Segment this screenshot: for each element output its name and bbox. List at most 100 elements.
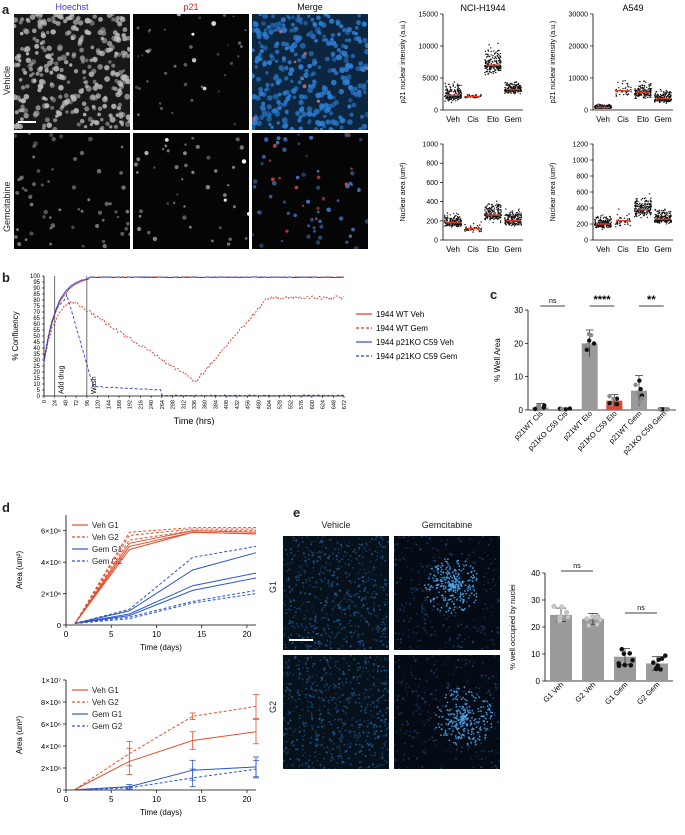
data-point (607, 394, 612, 399)
bar (581, 343, 598, 410)
data-point (584, 347, 589, 352)
y-tick-label: 4×10⁶ (41, 558, 61, 567)
micrograph-gem-p21 (133, 133, 249, 249)
x-tick-label: 20 (242, 795, 251, 804)
x-tick-label: 0 (64, 630, 69, 639)
nuclei-texture (146, 14, 217, 91)
y-axis-label: % well occupied by nuclei (508, 584, 517, 670)
row-label-gemcitabine: Gemcitabine (2, 181, 12, 232)
x-tick-label: Gem (504, 245, 522, 254)
legend-label: Veh G1 (92, 686, 119, 695)
y-tick-label: 70 (33, 310, 40, 316)
col-label-vehicle: Vehicle (321, 520, 351, 530)
y-tick-label: 5 (37, 388, 41, 394)
x-tick-label: 20 (242, 630, 251, 639)
data-point (611, 396, 616, 402)
nuclei-texture (14, 133, 130, 249)
y-tick-label: 15000 (419, 12, 439, 19)
data-point (616, 661, 621, 666)
y-tick-label: 20 (531, 623, 540, 632)
data-point (639, 396, 645, 401)
replicate-line (74, 589, 257, 624)
micrograph-e-g1-gem (394, 536, 500, 650)
dot-cloud (634, 193, 652, 219)
x-tick-label: 312 (181, 400, 187, 409)
replicate-line (74, 530, 256, 624)
chart-title: NCI-H1944 (460, 3, 505, 13)
x-tick-label: 48 (63, 400, 69, 406)
sig-label: ns (637, 605, 645, 612)
x-tick-label: Cis (617, 115, 629, 124)
y-axis-label: p21 nuclear intensity (a.u.) (550, 21, 557, 104)
y-tick-label: 90 (33, 286, 40, 292)
x-tick-label: 552 (288, 400, 294, 409)
data-point (586, 622, 592, 628)
sig-label: ns (549, 298, 557, 305)
x-axis-label: Time (days) (140, 808, 182, 817)
micrograph-vehicle-hoechst (14, 14, 130, 130)
y-tick-label: 0 (37, 394, 41, 400)
data-point (614, 396, 620, 401)
y-tick-label: 10 (33, 382, 40, 388)
y-tick-label: 65 (33, 316, 40, 322)
data-point (589, 614, 595, 620)
nuclei-texture (252, 29, 368, 121)
y-tick-label: 15 (33, 376, 40, 382)
y-tick-label: 6×10⁶ (41, 527, 61, 536)
y-tick-label: 800 (426, 161, 438, 168)
x-tick-label: 192 (128, 400, 134, 409)
x-tick-label: 10 (152, 630, 161, 639)
legend-label: 1944 p21KO C59 Gem (376, 352, 458, 361)
y-tick-label: 0 (584, 238, 588, 245)
x-tick-label: 384 (213, 400, 219, 409)
data-point (564, 609, 570, 615)
data-point (586, 331, 592, 337)
x-tick-label: Gem (654, 115, 672, 124)
y-tick-label: 0 (536, 677, 541, 686)
y-tick-label: 45 (33, 340, 40, 346)
dot-cloud (653, 208, 672, 225)
y-tick-label: 30 (531, 596, 540, 605)
micrograph-e-g2-gem (394, 655, 500, 769)
replicate-line (74, 530, 257, 624)
panel-label-d: d (2, 500, 10, 515)
x-tick-label: Cis (467, 115, 479, 124)
y-tick-label: 20 (514, 339, 523, 348)
y-tick-label: 1000 (572, 158, 588, 165)
x-tick-label: 336 (192, 400, 198, 409)
panel-label-c: c (490, 287, 498, 302)
y-tick-label: 0 (584, 108, 588, 115)
series-ko-veh (43, 276, 345, 363)
data-point (536, 403, 541, 408)
nuclei-texture (133, 136, 248, 246)
y-tick-label: 0 (57, 621, 61, 630)
y-tick-label: 95 (33, 280, 40, 286)
x-tick-label: Veh (596, 115, 610, 124)
replicate-line (74, 552, 257, 624)
data-point (594, 621, 600, 627)
x-tick-label: 408 (224, 400, 230, 409)
y-axis-label: % Well Area (493, 338, 502, 382)
y-tick-label: 30 (33, 358, 40, 364)
micrograph-vehicle-p21 (133, 14, 249, 130)
data-point (621, 651, 627, 656)
y-tick-label: 200 (576, 222, 588, 229)
nuclei-texture (252, 14, 368, 130)
y-tick-label: 40 (33, 346, 40, 352)
data-point (565, 614, 571, 620)
dot-cloud (483, 42, 502, 76)
micrograph-vehicle-merge (252, 14, 368, 130)
chart-a-h1944-area: 0 200 400 600 800 1000 Nuclear area (um²) Veh Ci… (400, 142, 523, 254)
series-wt-veh (43, 276, 345, 363)
x-tick-label: 144 (106, 400, 112, 409)
row-label-g2: G2 (268, 700, 278, 713)
y-tick-label: 2×10⁶ (41, 764, 61, 773)
data-point (659, 656, 665, 661)
y-tick-label: 60 (33, 322, 40, 328)
dot-cloud (614, 208, 632, 228)
panel-label-e: e (293, 505, 301, 520)
y-tick-label: 0 (434, 238, 438, 245)
data-point (595, 614, 601, 620)
bar (582, 618, 604, 681)
